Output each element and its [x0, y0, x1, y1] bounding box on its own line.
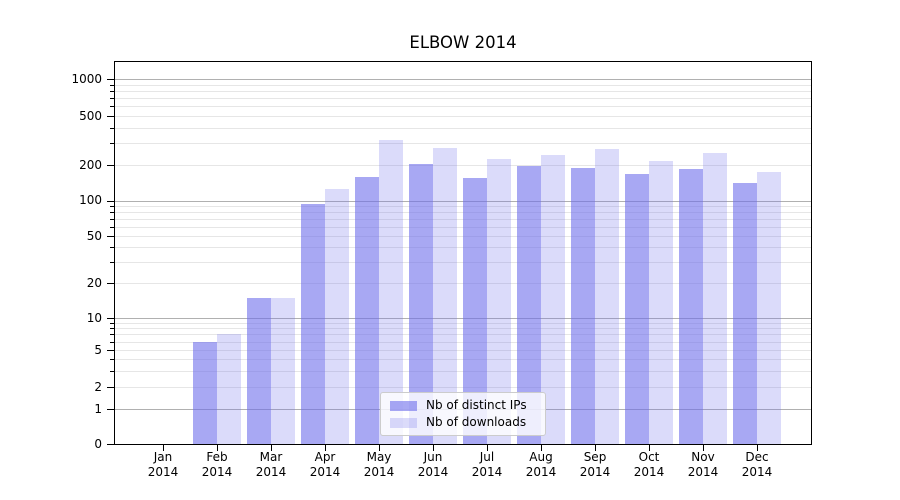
x-tick-mark-oct — [649, 445, 650, 451]
x-tick-label-jul: Jul 2014 — [471, 450, 503, 479]
legend-swatch-distinct-ips — [390, 400, 417, 411]
gridline-900 — [115, 84, 811, 86]
x-tick-mark-jul — [487, 445, 488, 451]
bar-nb-of-downloads-mar — [271, 297, 295, 444]
y-minor-tick-mark-40 — [110, 247, 114, 249]
y-tick-label-200: 200 — [79, 157, 102, 172]
y-tick-mark-5 — [107, 350, 114, 351]
x-tick-label-mar: Mar 2014 — [255, 450, 287, 479]
y-tick-mark-1000 — [107, 79, 114, 80]
legend-item-distinct-ips: Nb of distinct IPs — [390, 399, 536, 412]
y-tick-label-2: 2 — [94, 379, 102, 394]
bar-nb-of-distinct-ips-nov — [679, 169, 703, 444]
y-minor-tick-mark-400 — [110, 127, 114, 129]
bar-nb-of-distinct-ips-sep — [571, 167, 595, 444]
gridline-500 — [115, 116, 811, 117]
bar-nb-of-distinct-ips-oct — [625, 174, 649, 444]
x-tick-mark-aug — [541, 445, 542, 451]
x-tick-mark-dec — [757, 445, 758, 451]
gridline-400 — [115, 127, 811, 129]
y-tick-label-500: 500 — [79, 108, 102, 123]
y-tick-label-20: 20 — [86, 275, 102, 290]
y-minor-tick-mark-60 — [110, 226, 114, 228]
y-tick-mark-1 — [107, 409, 114, 410]
plot-area — [114, 61, 812, 445]
x-tick-mark-nov — [703, 445, 704, 451]
bar-nb-of-distinct-ips-dec — [733, 183, 757, 444]
bar-nb-of-downloads-oct — [649, 161, 673, 444]
x-tick-mark-jun — [433, 445, 434, 451]
y-tick-mark-200 — [107, 165, 114, 166]
x-tick-label-may: May 2014 — [363, 450, 395, 479]
x-tick-label-aug: Aug 2014 — [525, 450, 557, 479]
bar-nb-of-downloads-sep — [595, 149, 619, 444]
chart-title: ELBOW 2014 — [409, 33, 517, 52]
x-tick-label-oct: Oct 2014 — [633, 450, 665, 479]
y-minor-tick-mark-700 — [110, 98, 114, 100]
y-tick-mark-0 — [107, 444, 114, 445]
y-tick-mark-100 — [107, 200, 114, 202]
x-tick-mark-sep — [595, 445, 596, 451]
y-minor-tick-mark-30 — [110, 262, 114, 264]
y-tick-label-10: 10 — [86, 310, 102, 325]
y-minor-tick-mark-3 — [110, 370, 114, 372]
gridline-600 — [115, 106, 811, 108]
gridline-700 — [115, 98, 811, 100]
y-tick-label-50: 50 — [86, 228, 102, 243]
y-minor-tick-mark-900 — [110, 84, 114, 86]
gridline-300 — [115, 143, 811, 145]
bar-nb-of-downloads-feb — [217, 334, 241, 444]
legend-item-downloads: Nb of downloads — [390, 416, 536, 429]
gridline-800 — [115, 90, 811, 92]
y-tick-label-1: 1 — [94, 401, 102, 416]
y-tick-label-1000: 1000 — [71, 71, 102, 86]
legend-swatch-downloads — [390, 417, 417, 428]
legend-label-downloads: Nb of downloads — [426, 415, 527, 429]
x-tick-mark-may — [379, 445, 380, 451]
bar-nb-of-downloads-dec — [757, 171, 781, 444]
y-tick-mark-10 — [107, 318, 114, 319]
y-tick-mark-20 — [107, 283, 114, 284]
x-tick-label-dec: Dec 2014 — [741, 450, 773, 479]
y-minor-tick-mark-300 — [110, 143, 114, 145]
x-tick-label-jan: Jan 2014 — [147, 450, 179, 479]
y-minor-tick-mark-9 — [110, 322, 114, 324]
y-minor-tick-mark-4 — [110, 359, 114, 360]
x-tick-mark-feb — [217, 445, 218, 451]
y-minor-tick-mark-6 — [110, 341, 114, 343]
bar-nb-of-distinct-ips-feb — [193, 341, 217, 444]
x-tick-label-jun: Jun 2014 — [417, 450, 449, 479]
y-minor-tick-mark-90 — [110, 205, 114, 207]
x-tick-label-nov: Nov 2014 — [687, 450, 719, 479]
y-tick-mark-50 — [107, 236, 114, 237]
y-tick-mark-500 — [107, 116, 114, 117]
legend-label-distinct-ips: Nb of distinct IPs — [426, 398, 527, 412]
bar-nb-of-distinct-ips-apr — [301, 203, 325, 444]
x-tick-label-sep: Sep 2014 — [579, 450, 611, 479]
y-minor-tick-mark-80 — [110, 211, 114, 213]
legend: Nb of distinct IPs Nb of downloads — [380, 392, 546, 436]
y-tick-label-0: 0 — [94, 436, 102, 451]
x-tick-label-feb: Feb 2014 — [201, 450, 233, 479]
bar-nb-of-distinct-ips-mar — [247, 297, 271, 444]
y-minor-tick-mark-7 — [110, 334, 114, 336]
bar-nb-of-downloads-apr — [325, 189, 349, 444]
y-tick-mark-2 — [107, 387, 114, 388]
y-minor-tick-mark-600 — [110, 106, 114, 108]
y-minor-tick-mark-800 — [110, 90, 114, 92]
y-tick-label-5: 5 — [94, 342, 102, 357]
y-tick-label-100: 100 — [79, 193, 102, 207]
x-tick-mark-apr — [325, 445, 326, 451]
y-minor-tick-mark-8 — [110, 328, 114, 330]
bar-nb-of-distinct-ips-may — [355, 177, 379, 444]
x-tick-label-apr: Apr 2014 — [309, 450, 341, 479]
x-tick-mark-mar — [271, 445, 272, 451]
y-minor-tick-mark-70 — [110, 218, 114, 220]
gridline-1000 — [115, 79, 811, 80]
x-tick-mark-jan — [163, 445, 164, 451]
bar-nb-of-downloads-nov — [703, 153, 727, 444]
